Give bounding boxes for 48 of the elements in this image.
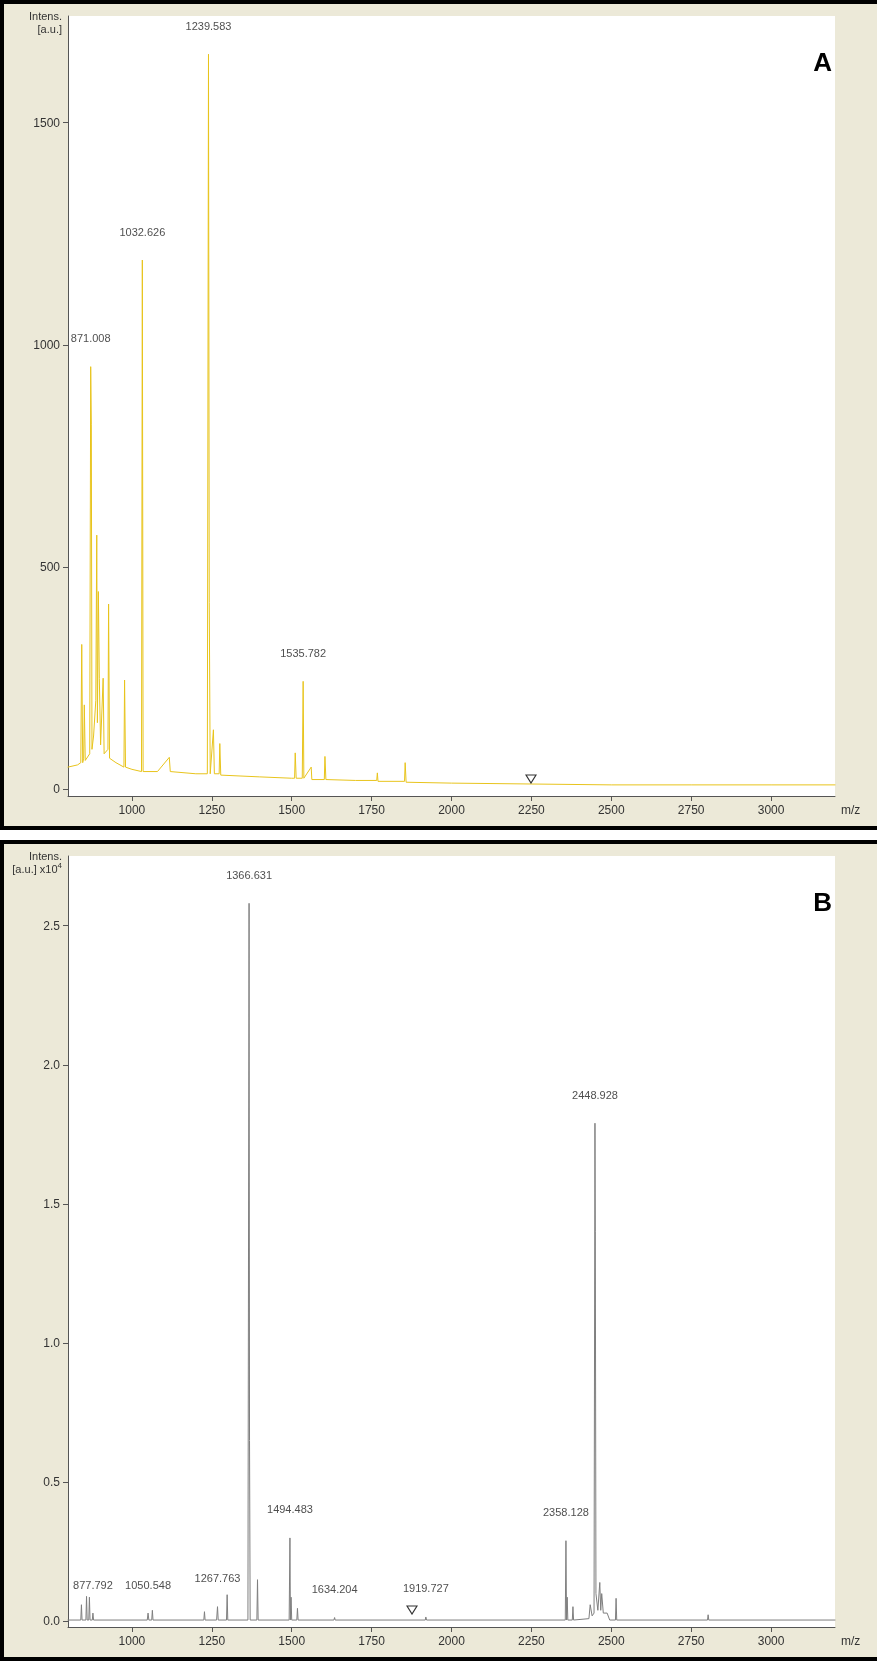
- x-tick-label: 1750: [358, 1634, 386, 1648]
- x-tick-label: 2000: [438, 1634, 466, 1648]
- annotation: 1535.782: [280, 646, 327, 659]
- y-tick-label: 0: [53, 782, 61, 797]
- line-series: [67, 53, 836, 786]
- x-tick-label: 1250: [198, 803, 226, 817]
- annotation: 2448.928: [572, 1088, 618, 1101]
- y-tick-label: 2.0: [43, 1057, 61, 1072]
- annotation: 1267.763: [194, 1572, 241, 1585]
- annotation: 1919.727: [402, 1582, 449, 1595]
- x-tick-label: 2500: [597, 1634, 625, 1648]
- x-tick-label: 3000: [757, 803, 785, 817]
- x-tick-label: 2750: [677, 1634, 705, 1648]
- y-tick-label: 1.0: [43, 1336, 61, 1351]
- y-tick-label: 1.5: [43, 1196, 61, 1211]
- x-tick-label: 1250: [198, 1634, 226, 1648]
- annotation: 1494.483: [267, 1503, 313, 1516]
- x-tick-label: 2500: [597, 803, 625, 817]
- x-axis-title: m/z: [841, 1634, 861, 1648]
- text: B: [813, 887, 832, 917]
- y-tick-label: 1500: [33, 115, 61, 130]
- x-tick-label: 1500: [278, 1634, 306, 1648]
- y-tick-label: 1000: [33, 337, 61, 352]
- y-axis-title: Intens. [a.u.]: [27, 10, 62, 36]
- x-tick-label: 1750: [358, 803, 386, 817]
- y-axis-title: Intens. [a.u.] x10$^{4}$: [11, 850, 62, 876]
- annotation: 1634.204: [311, 1583, 358, 1596]
- x-tick-label: 2000: [438, 803, 466, 817]
- x-tick-label: 1000: [118, 803, 146, 817]
- annotation: 877.792: [73, 1578, 113, 1591]
- annotation: 1239.583: [185, 19, 232, 32]
- annotation: 871.008: [70, 332, 111, 345]
- text: A: [813, 47, 833, 77]
- y-tick-label: 0.5: [43, 1475, 61, 1490]
- x-tick-label: 2250: [518, 1634, 546, 1648]
- y-tick-label: 500: [39, 560, 61, 575]
- x-axis-title: m/z: [841, 803, 861, 817]
- x-tick-label: 1000: [118, 1634, 146, 1648]
- annotation: 1032.626: [119, 225, 166, 238]
- annotation: 1050.548: [125, 1578, 171, 1591]
- annotation: 2358.128: [543, 1506, 589, 1519]
- x-tick-label: 3000: [757, 1634, 785, 1648]
- y-tick-label: 0.0: [43, 1614, 61, 1629]
- annotation: 1366.631: [226, 868, 273, 881]
- x-tick-label: 1500: [278, 803, 306, 817]
- y-tick-label: 2.5: [43, 918, 61, 933]
- x-tick-label: 2250: [518, 803, 546, 817]
- x-tick-label: 2750: [677, 803, 705, 817]
